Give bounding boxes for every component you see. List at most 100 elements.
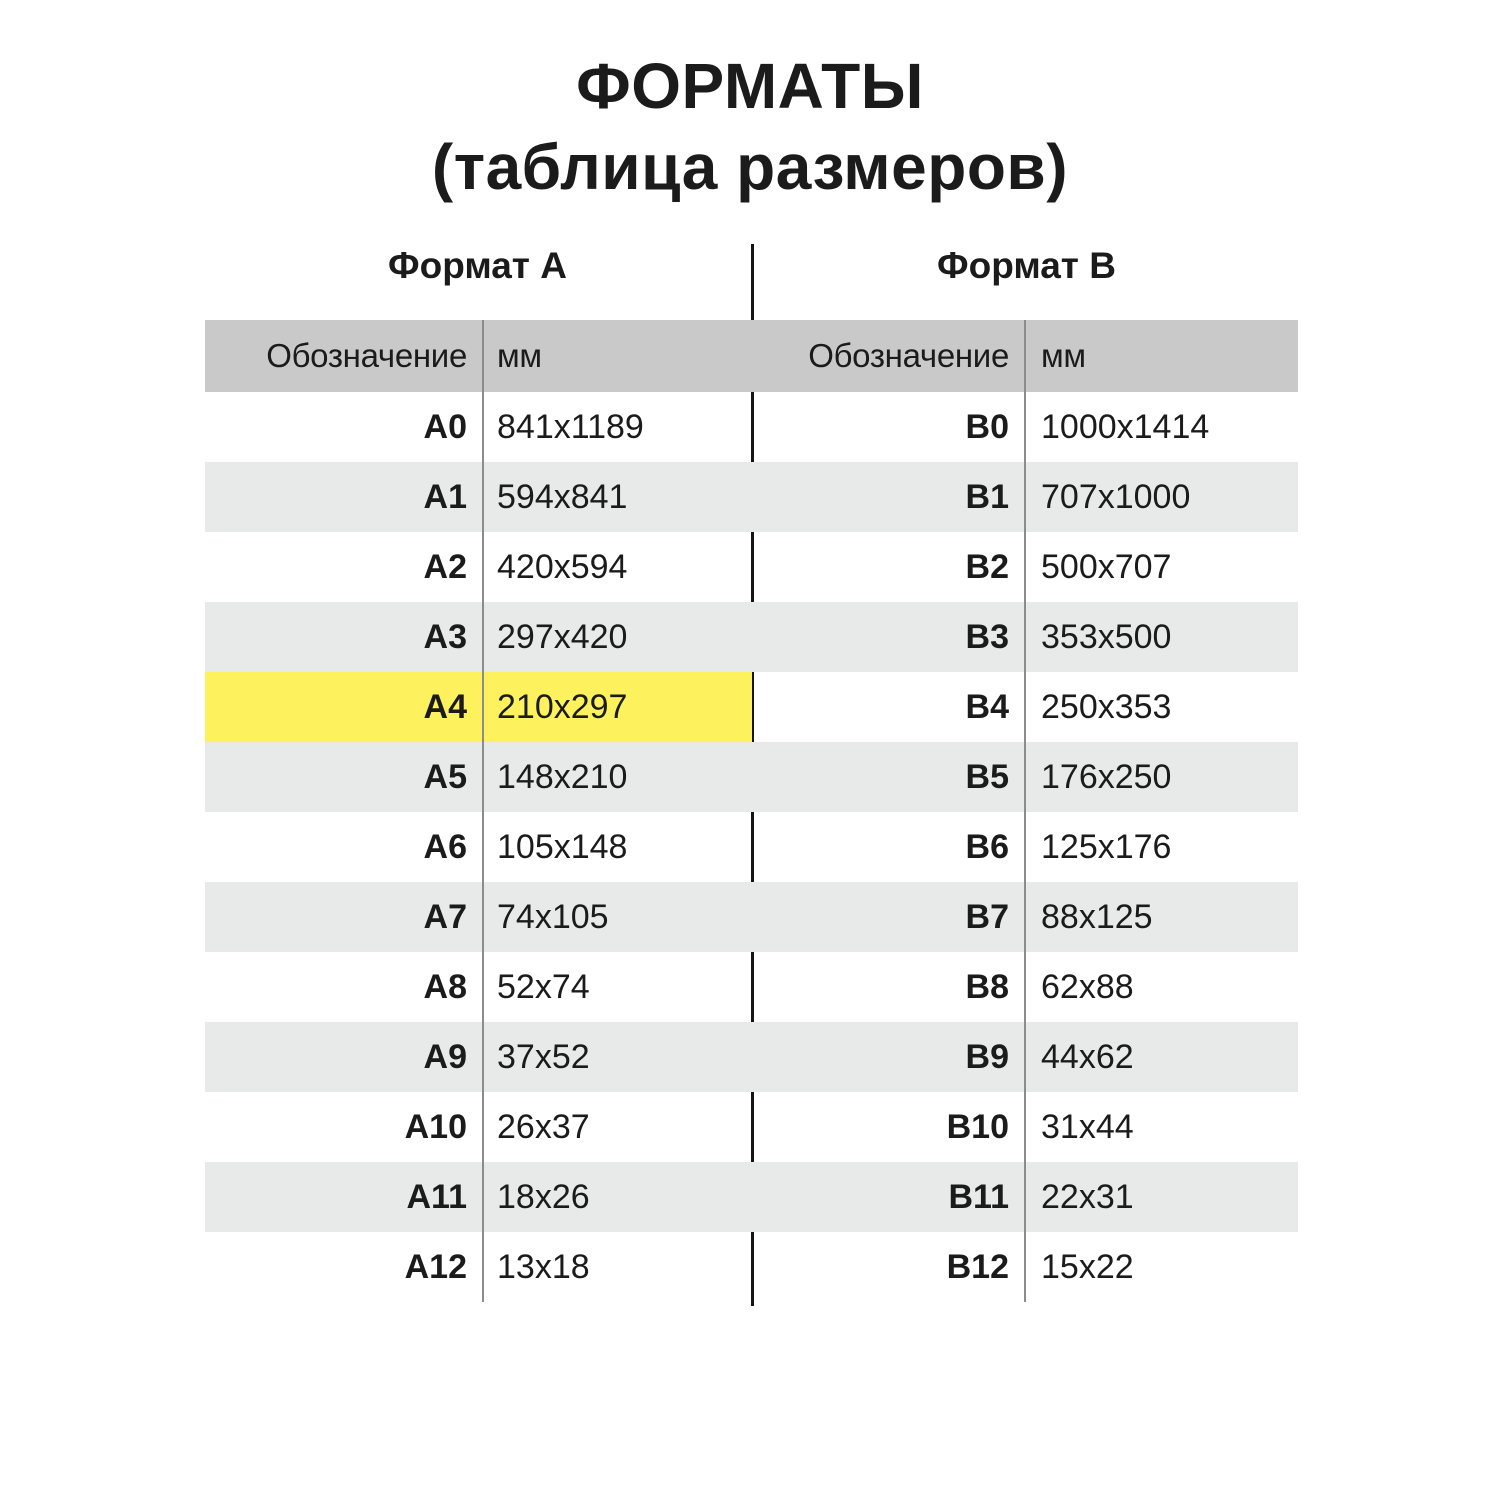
format-b-designation: B12 — [752, 1232, 1025, 1302]
format-b-designation: B6 — [752, 812, 1025, 882]
format-a-size-text: 210x297 — [497, 687, 628, 726]
format-a-size-text: 74x105 — [497, 897, 609, 936]
format-a-designation-text: A5 — [423, 757, 467, 796]
format-a-designation: A9 — [205, 1022, 483, 1092]
format-b-size: 88x125 — [1025, 882, 1298, 952]
table-a-mm-header-label: мм — [497, 337, 542, 374]
table-row: A8 52x74 B8 62x88 — [205, 952, 1298, 1022]
format-b-size-text: 15x22 — [1041, 1247, 1134, 1286]
format-b-size: 500x707 — [1025, 532, 1298, 602]
table-row: A12 13x18 B12 15x22 — [205, 1232, 1298, 1302]
table-b-designation-header-label: Обозначение — [808, 337, 1009, 374]
format-a-size-text: 52x74 — [497, 967, 590, 1006]
format-a-designation-text: A1 — [423, 477, 467, 516]
format-b-size: 44x62 — [1025, 1022, 1298, 1092]
format-a-size-text: 105x148 — [497, 827, 628, 866]
format-a-size: 26x37 — [483, 1092, 752, 1162]
format-a-size-text: 18x26 — [497, 1177, 590, 1216]
format-b-designation: B1 — [752, 462, 1025, 532]
table-row: A10 26x37 B10 31x44 — [205, 1092, 1298, 1162]
format-b-designation-text: B3 — [965, 617, 1009, 656]
table-b-column-separator — [1024, 320, 1026, 1302]
format-a-designation-highlighted: A4 — [205, 672, 483, 742]
format-b-designation-text: B4 — [965, 687, 1009, 726]
format-a-designation: A7 — [205, 882, 483, 952]
format-a-designation-text: A7 — [423, 897, 467, 936]
format-a-size: 105x148 — [483, 812, 752, 882]
format-a-designation: A5 — [205, 742, 483, 812]
table-row: A5 148x210 B5 176x250 — [205, 742, 1298, 812]
table-row: A1 594x841 B1 707x1000 — [205, 462, 1298, 532]
format-b-size: 62x88 — [1025, 952, 1298, 1022]
format-a-size: 37x52 — [483, 1022, 752, 1092]
formats-table: Обозначение мм Обозначение мм A0 841x1189… — [205, 320, 1298, 1302]
table-a-designation-header: Обозначение — [205, 320, 483, 392]
format-a-designation-text: A11 — [406, 1177, 468, 1216]
format-a-designation: A10 — [205, 1092, 483, 1162]
format-b-size: 250x353 — [1025, 672, 1298, 742]
format-b-designation: B10 — [752, 1092, 1025, 1162]
format-a-designation-text: A10 — [404, 1107, 467, 1146]
format-a-size-text: 841x1189 — [497, 407, 644, 446]
format-a-size-text: 297x420 — [497, 617, 628, 656]
format-b-size-text: 125x176 — [1041, 827, 1172, 866]
format-b-designation: B0 — [752, 392, 1025, 462]
format-a-size-text: 148x210 — [497, 757, 628, 796]
table-row: A0 841x1189 B0 1000x1414 — [205, 392, 1298, 462]
format-a-size: 52x74 — [483, 952, 752, 1022]
format-b-designation-text: B0 — [965, 407, 1009, 446]
table-a-designation-header-label: Обозначение — [266, 337, 467, 374]
format-b-designation: B11 — [752, 1162, 1025, 1232]
format-b-designation-text: B2 — [965, 547, 1009, 586]
page-title: ФОРМАТЫ — [576, 50, 924, 122]
format-a-size: 74x105 — [483, 882, 752, 952]
table-row: A7 74x105 B7 88x125 — [205, 882, 1298, 952]
format-a-designation: A12 — [205, 1232, 483, 1302]
format-a-size: 297x420 — [483, 602, 752, 672]
format-b-designation: B8 — [752, 952, 1025, 1022]
format-a-size: 13x18 — [483, 1232, 752, 1302]
format-b-designation-text: B1 — [965, 477, 1009, 516]
format-b-designation: B5 — [752, 742, 1025, 812]
format-b-designation-text: B10 — [946, 1107, 1009, 1146]
format-a-designation: A1 — [205, 462, 483, 532]
format-b-designation: B2 — [752, 532, 1025, 602]
table-a-column-separator — [482, 320, 484, 1302]
table-b-heading: Формат B — [937, 245, 1116, 286]
format-a-designation-text: A8 — [423, 967, 467, 1006]
format-b-designation: B7 — [752, 882, 1025, 952]
format-b-size-text: 31x44 — [1041, 1107, 1134, 1146]
format-a-designation: A0 — [205, 392, 483, 462]
table-row: A6 105x148 B6 125x176 — [205, 812, 1298, 882]
format-b-size-text: 500x707 — [1041, 547, 1172, 586]
format-a-designation: A8 — [205, 952, 483, 1022]
table-row: A4 210x297 B4 250x353 — [205, 672, 1298, 742]
format-b-designation: B3 — [752, 602, 1025, 672]
table-row: A9 37x52 B9 44x62 — [205, 1022, 1298, 1092]
format-a-size-text: 594x841 — [497, 477, 628, 516]
table-row: A3 297x420 B3 353x500 — [205, 602, 1298, 672]
format-a-size-text: 26x37 — [497, 1107, 590, 1146]
format-b-designation-text: B5 — [965, 757, 1009, 796]
format-a-designation-text: A2 — [423, 547, 467, 586]
format-a-size: 841x1189 — [483, 392, 752, 462]
format-a-size: 18x26 — [483, 1162, 752, 1232]
format-a-designation-text: A6 — [423, 827, 467, 866]
table-b-mm-header-label: мм — [1041, 337, 1086, 374]
format-a-size: 148x210 — [483, 742, 752, 812]
format-b-designation: B4 — [752, 672, 1025, 742]
format-b-size: 15x22 — [1025, 1232, 1298, 1302]
format-a-size: 594x841 — [483, 462, 752, 532]
format-b-designation: B9 — [752, 1022, 1025, 1092]
format-b-designation-text: B8 — [965, 967, 1009, 1006]
format-b-size-text: 176x250 — [1041, 757, 1172, 796]
format-b-size-text: 88x125 — [1041, 897, 1153, 936]
format-a-size-text: 420x594 — [497, 547, 628, 586]
table-rows: A0 841x1189 B0 1000x1414 A1 594x841 B1 707x1000… — [205, 392, 1298, 1302]
table-a-heading: Формат А — [388, 245, 567, 286]
format-b-size: 176x250 — [1025, 742, 1298, 812]
format-a-size-highlighted: 210x297 — [483, 672, 752, 742]
format-a-designation-text: A12 — [404, 1247, 467, 1286]
table-header-row: Обозначение мм Обозначение мм — [205, 320, 1298, 392]
format-a-size-text: 13x18 — [497, 1247, 590, 1286]
